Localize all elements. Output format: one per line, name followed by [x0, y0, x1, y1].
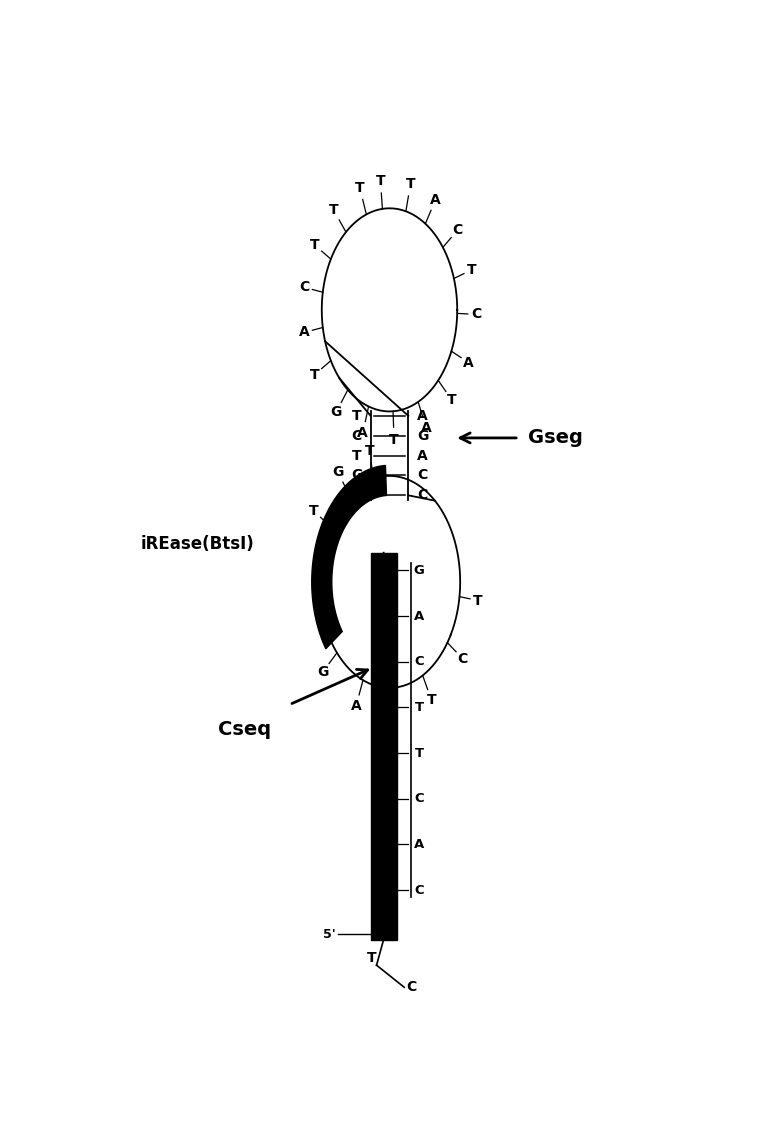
- Text: T: T: [352, 408, 361, 423]
- Text: A: A: [299, 326, 309, 340]
- Text: G: G: [331, 405, 342, 419]
- Text: Gseg: Gseg: [528, 429, 583, 447]
- Text: A: A: [417, 448, 428, 462]
- Text: T: T: [365, 444, 374, 458]
- Text: C: C: [453, 223, 463, 237]
- Text: 5': 5': [322, 928, 335, 941]
- Text: C: C: [417, 468, 428, 483]
- Text: T: T: [310, 368, 319, 382]
- Text: A: A: [414, 609, 424, 623]
- Text: T: T: [447, 393, 457, 407]
- Text: A: A: [350, 700, 361, 713]
- Text: G: G: [413, 564, 424, 577]
- Text: T: T: [473, 593, 483, 608]
- Text: T: T: [414, 747, 423, 759]
- Text: G: G: [416, 429, 428, 443]
- Polygon shape: [312, 466, 387, 649]
- Text: T: T: [375, 173, 385, 188]
- Text: A: A: [414, 838, 424, 851]
- Text: G: G: [317, 665, 328, 679]
- Text: A: A: [430, 193, 441, 206]
- Text: Cseq: Cseq: [217, 720, 271, 739]
- Text: C: C: [414, 793, 424, 805]
- Text: A: A: [421, 421, 432, 435]
- Text: T: T: [467, 263, 477, 276]
- Text: G: G: [351, 489, 363, 502]
- Text: A: A: [417, 408, 428, 423]
- Text: A: A: [388, 709, 398, 723]
- Bar: [371, 553, 397, 939]
- Text: A: A: [357, 427, 368, 440]
- Text: C: C: [414, 655, 424, 669]
- Text: T: T: [389, 432, 399, 446]
- Text: C: C: [406, 981, 416, 994]
- Text: T: T: [329, 203, 339, 218]
- Text: T: T: [367, 951, 377, 965]
- Text: G: G: [351, 468, 363, 483]
- Text: T: T: [309, 504, 318, 517]
- Text: C: C: [458, 651, 468, 666]
- Text: T: T: [426, 694, 436, 708]
- Text: G: G: [332, 465, 344, 479]
- Text: T: T: [414, 701, 423, 713]
- Text: T: T: [355, 181, 365, 195]
- Text: T: T: [310, 237, 319, 252]
- Text: C: C: [414, 883, 424, 897]
- Text: T: T: [352, 448, 361, 462]
- Text: C: C: [417, 489, 428, 502]
- Text: C: C: [351, 429, 362, 443]
- Text: C: C: [471, 307, 481, 321]
- Text: A: A: [464, 356, 474, 369]
- Text: C: C: [299, 280, 309, 295]
- Text: iREase(BtsI): iREase(BtsI): [141, 535, 255, 553]
- Text: T: T: [406, 177, 415, 190]
